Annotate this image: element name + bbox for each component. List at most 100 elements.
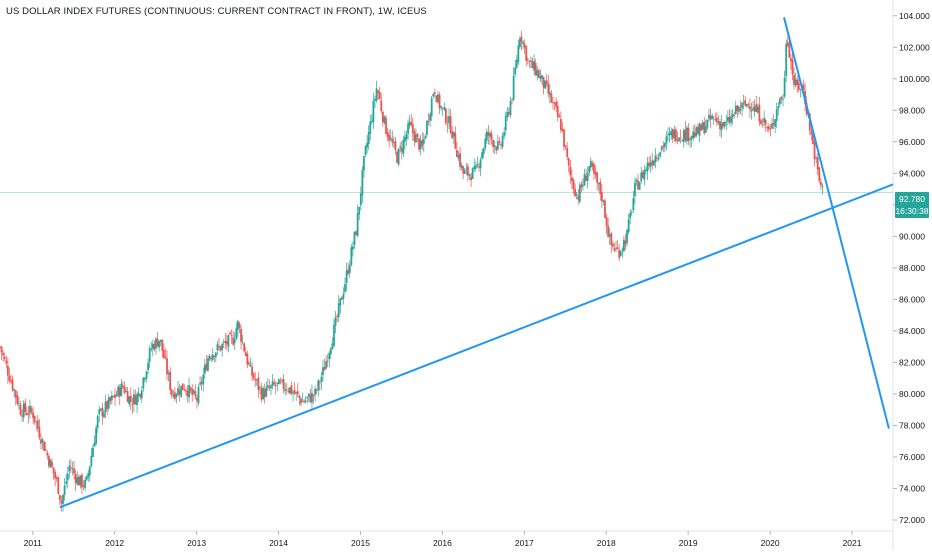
- candle-body: [147, 362, 149, 371]
- candle-body: [706, 119, 709, 128]
- last-price-badge-bg: [895, 192, 929, 218]
- candle-body: [689, 138, 691, 140]
- candle-body: [810, 131, 813, 135]
- candle-body: [623, 239, 625, 252]
- candle-body: [725, 121, 728, 123]
- trendline-falling-resistance[interactable]: [783, 17, 890, 429]
- candle-body: [388, 134, 391, 141]
- candle-body: [550, 93, 553, 103]
- candle-body: [213, 355, 216, 358]
- candle-body: [0, 346, 3, 353]
- candle-body: [708, 114, 710, 119]
- candle-body: [821, 186, 824, 187]
- candle-body: [397, 148, 400, 165]
- candle-body: [196, 397, 198, 401]
- candle-body: [437, 94, 439, 103]
- candle-body: [13, 389, 16, 391]
- candle-body: [657, 157, 660, 160]
- candle-body: [314, 388, 317, 395]
- candle-body: [218, 345, 220, 347]
- candle-body: [545, 80, 548, 84]
- trendline-layer[interactable]: [59, 17, 894, 509]
- candle-body: [117, 386, 120, 396]
- candle-body: [237, 320, 239, 330]
- candle-body: [741, 102, 743, 109]
- candle-body: [455, 150, 458, 157]
- candle-body: [292, 392, 294, 394]
- candle-body: [315, 390, 318, 391]
- candle-body: [166, 358, 168, 375]
- candle-body: [121, 385, 124, 387]
- candle-body: [334, 317, 337, 326]
- candle-body: [715, 117, 718, 123]
- last-price-badge: 92.780 16:30:38: [895, 192, 929, 218]
- candle-body: [561, 128, 564, 132]
- price-axis[interactable]: 72.000 74.000 76.000 78.000 80.000 82.000 84.0…: [893, 11, 930, 525]
- candle-body: [120, 383, 123, 396]
- candle-body: [142, 377, 145, 389]
- candle-body: [523, 44, 526, 48]
- candle-body: [84, 480, 86, 489]
- candle-body: [797, 82, 800, 90]
- candle-body: [208, 356, 211, 360]
- candle-body: [712, 117, 715, 119]
- candle-body: [251, 366, 253, 376]
- candle-body: [55, 477, 58, 479]
- candle-body: [517, 45, 520, 62]
- candle-body: [173, 392, 176, 400]
- candle-body: [764, 119, 767, 125]
- y-tick-label: 72.000: [899, 515, 925, 525]
- candle-body: [364, 146, 367, 156]
- candle-body: [671, 129, 674, 139]
- trendline-rising-support[interactable]: [59, 183, 894, 509]
- candle-body: [155, 338, 157, 349]
- candle-body: [785, 43, 788, 77]
- candle-body: [5, 360, 8, 364]
- candle-body: [522, 41, 524, 44]
- candle-body: [731, 113, 734, 118]
- candle-body: [539, 76, 542, 80]
- candle-body: [619, 251, 622, 256]
- candle-body: [260, 387, 263, 400]
- candle-body: [35, 421, 38, 423]
- candle-body: [610, 233, 613, 246]
- candle-body: [298, 395, 301, 398]
- candle-body: [519, 38, 521, 48]
- candle-body: [29, 406, 31, 414]
- candle-body: [255, 379, 258, 381]
- candle-body: [133, 394, 135, 405]
- candle-body: [263, 389, 266, 398]
- candle-body: [352, 246, 354, 250]
- candle-body: [62, 494, 64, 504]
- candle-body: [309, 394, 312, 403]
- candle-body: [394, 141, 397, 150]
- candle-body: [76, 477, 79, 485]
- y-tick-label: 102.000: [899, 42, 930, 52]
- candle-body: [99, 408, 102, 410]
- candle-body: [323, 367, 326, 371]
- candle-body: [796, 79, 799, 86]
- candle-body: [43, 441, 46, 451]
- candle-body: [794, 79, 797, 86]
- candle-body: [238, 323, 241, 328]
- candle-body: [750, 109, 753, 112]
- candle-body: [490, 133, 493, 140]
- candle-body: [449, 116, 452, 133]
- candle-body: [621, 249, 624, 250]
- y-tick-label: 82.000: [899, 357, 925, 367]
- time-axis[interactable]: 2011 2012 2013 2014 2015 2016 2017 2018 2019 2020…: [24, 531, 862, 548]
- candle-body: [162, 349, 165, 359]
- candle-body: [674, 129, 677, 141]
- candle-body: [410, 121, 413, 125]
- candle-body: [415, 134, 417, 143]
- candle-body: [77, 476, 80, 486]
- candle-body: [537, 70, 540, 78]
- candle-body: [489, 132, 491, 137]
- candle-body: [462, 166, 465, 174]
- candle-body: [225, 341, 228, 345]
- candle-body: [262, 388, 265, 400]
- candle-body: [383, 116, 386, 124]
- candle-body: [22, 404, 25, 418]
- candle-body: [252, 373, 255, 379]
- candle-body: [736, 105, 739, 112]
